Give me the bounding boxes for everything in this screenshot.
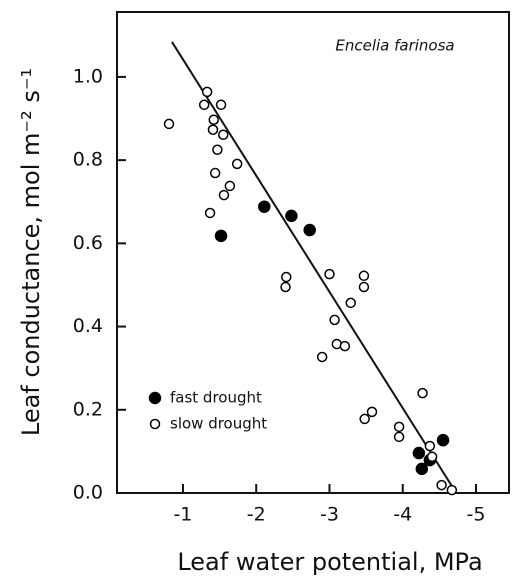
point: [204, 207, 216, 219]
point: [358, 270, 370, 282]
point: [446, 484, 458, 496]
point: [201, 86, 213, 98]
y-tick-label: 0.4: [73, 315, 103, 337]
y-tick-label: 0.6: [73, 232, 103, 254]
x-tick-label: -4: [393, 504, 412, 526]
legend-marker: [148, 391, 162, 405]
point: [415, 462, 429, 476]
point: [207, 124, 219, 136]
point: [339, 340, 351, 352]
annotation: Encelia farinosa: [335, 37, 454, 55]
x-tick-label: -5: [467, 504, 486, 526]
fit-line: [171, 41, 458, 494]
point: [366, 406, 378, 418]
point: [209, 167, 221, 179]
x-axis-label: Leaf water potential, MPa: [177, 548, 482, 576]
point: [393, 421, 405, 433]
point: [215, 99, 227, 111]
point: [329, 314, 340, 326]
point: [412, 446, 426, 460]
point: [231, 158, 243, 170]
point: [198, 99, 210, 111]
point: [163, 118, 175, 130]
point: [214, 229, 228, 243]
point: [359, 413, 370, 425]
legend-marker: [149, 418, 161, 430]
x-tick-label: -2: [247, 504, 266, 526]
point: [426, 451, 438, 463]
y-tick-label: 0.2: [73, 398, 103, 420]
point: [436, 433, 450, 447]
point: [217, 129, 229, 140]
point: [358, 281, 370, 293]
point: [258, 200, 271, 213]
point: [224, 180, 236, 192]
point: [316, 351, 328, 363]
point: [285, 209, 298, 223]
point: [303, 223, 316, 237]
point: [280, 281, 291, 293]
y-axis-label: Leaf conductance, mol m⁻² s⁻¹: [17, 68, 45, 436]
point: [436, 479, 447, 491]
point: [324, 268, 335, 280]
point: [218, 189, 230, 201]
legend-label: slow drought: [170, 415, 267, 433]
y-tick-label: 1.0: [73, 65, 103, 87]
plot-frame: [116, 11, 510, 494]
y-tick-label: 0.8: [73, 149, 103, 171]
x-tick-label: -3: [320, 504, 339, 526]
point: [424, 440, 436, 452]
legend-label: fast drought: [170, 389, 262, 407]
point: [281, 271, 292, 283]
point: [345, 297, 356, 309]
point: [212, 144, 223, 155]
point: [417, 387, 428, 399]
y-tick-label: 0.0: [73, 482, 103, 504]
point: [208, 114, 219, 126]
point: [393, 431, 405, 443]
x-tick-label: -1: [173, 504, 192, 526]
